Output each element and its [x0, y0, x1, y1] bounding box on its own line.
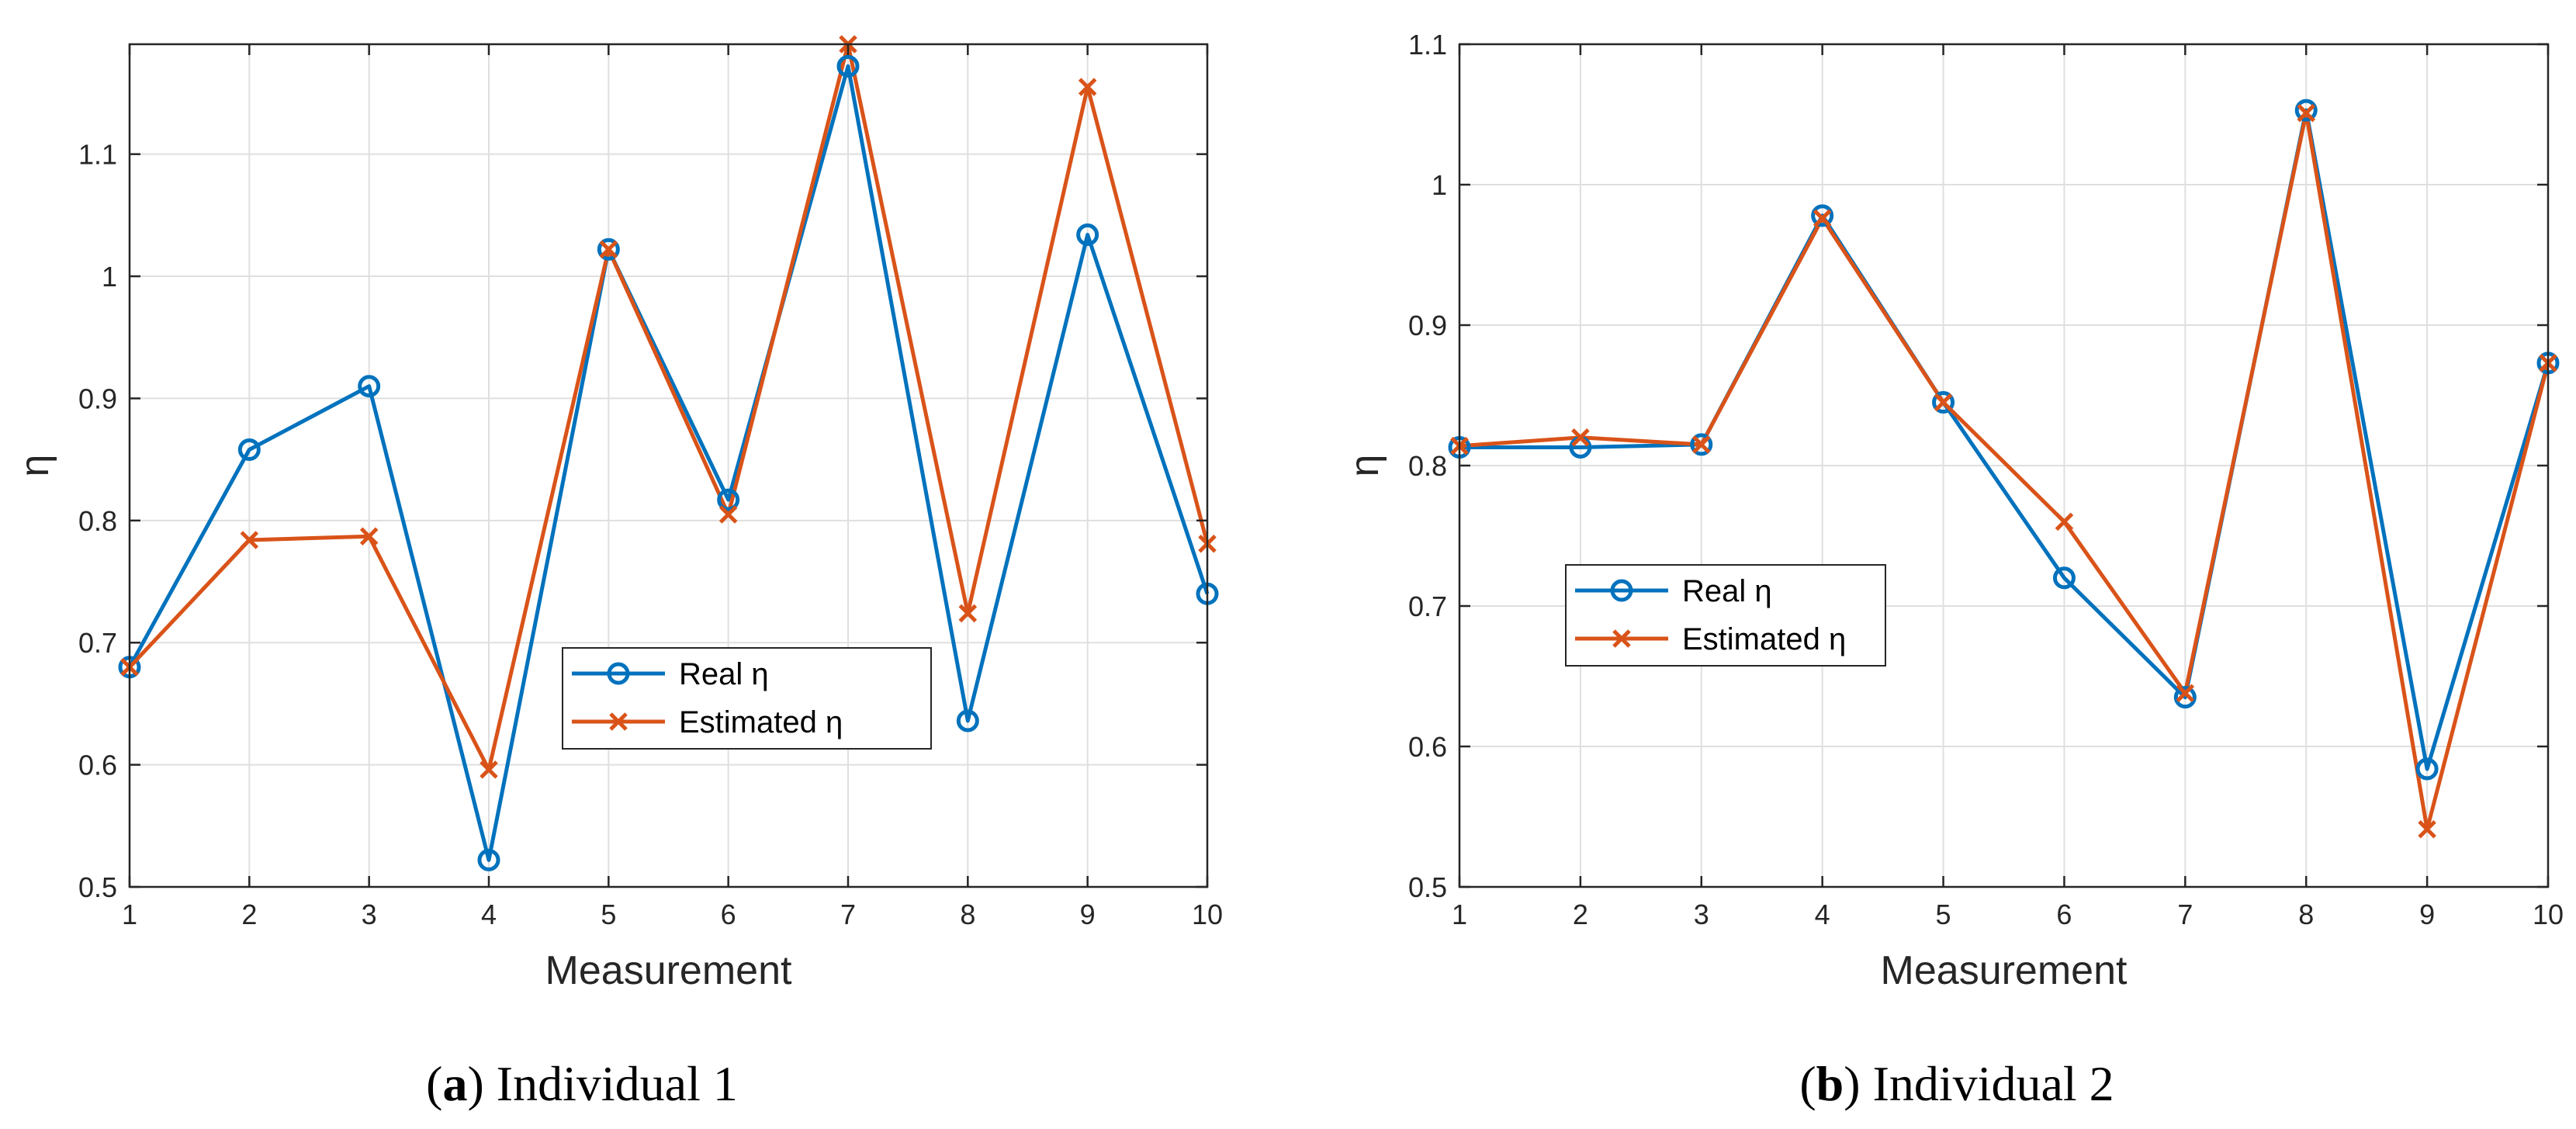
data-point-real: [2052, 566, 2076, 590]
legend-marker-estimated: [1612, 629, 1631, 648]
data-point-real: [2415, 757, 2439, 781]
series-line-real: [127, 64, 1210, 862]
series-line-real: [1459, 108, 2550, 771]
x-tick-label: 1: [122, 899, 137, 930]
caption-b-text: Individual 2: [1861, 1056, 2114, 1111]
data-point-estimated: [1078, 78, 1097, 96]
data-point-estimated: [359, 527, 379, 546]
data-point-real: [956, 709, 979, 732]
data-point-real: [477, 848, 500, 871]
data-point-estimated: [958, 604, 978, 623]
x-tick-label: 8: [2298, 899, 2314, 930]
legend-marker-real: [1610, 579, 1633, 602]
data-point-estimated: [1571, 428, 1590, 447]
axes-box: [128, 43, 1209, 888]
x-tick-label: 1: [1452, 899, 1467, 930]
data-point-estimated: [2418, 820, 2436, 839]
y-tick-label: 0.5: [1408, 871, 1447, 903]
x-tick-label: 8: [960, 899, 975, 930]
x-axis-title: Measurement: [545, 948, 792, 993]
data-point-estimated: [240, 531, 259, 549]
y-tick-label: 1.1: [1408, 29, 1447, 61]
x-tick-label: 10: [2533, 899, 2564, 930]
data-point-real: [2173, 686, 2197, 709]
data-point-real: [2294, 99, 2318, 122]
x-tick-label: 9: [1080, 899, 1096, 930]
legend-label-real: Real η: [679, 657, 769, 691]
x-tick-label: 4: [481, 899, 497, 930]
data-point-real: [358, 375, 381, 398]
plot-area: [130, 44, 1207, 887]
x-tick-label: 3: [362, 899, 377, 930]
caption-a-letter: a: [442, 1056, 467, 1111]
y-tick-label: 1.1: [78, 139, 117, 171]
legend-label-estimated: Estimated η: [679, 705, 843, 739]
y-tick-label: 0.6: [78, 750, 117, 781]
legend-marker-real: [607, 662, 630, 685]
data-point-real: [597, 237, 620, 261]
x-tick-label: 5: [601, 899, 616, 930]
data-point-real: [717, 488, 740, 511]
panel-a: 1 2 3 4 5 6 7 8 9 10 0.5 0.6 0.7 0.8 0.9 1 1.1 Measuremen…: [12, 35, 1223, 993]
x-tick-label: 2: [1573, 899, 1588, 930]
data-point-estimated: [2055, 512, 2074, 532]
y-tick-label: 0.6: [1408, 731, 1447, 763]
y-tick-label: 0.9: [1408, 310, 1447, 341]
data-point-real: [1932, 391, 1955, 414]
x-tick-label: 7: [2177, 899, 2193, 930]
y-tick-label: 0.8: [78, 505, 117, 537]
x-tick-label: 2: [241, 899, 257, 930]
x-tick-label: 6: [2056, 899, 2072, 930]
data-point-real: [1811, 204, 1834, 227]
legend-label-estimated: Estimated η: [1682, 622, 1846, 656]
caption-b: (b) Individual 2: [1799, 1056, 2114, 1111]
caption-a: (a) Individual 1: [426, 1056, 738, 1111]
data-point-estimated: [480, 760, 498, 779]
y-tick-label: 0.9: [78, 383, 117, 414]
y-tick-label: 0.7: [1408, 590, 1447, 622]
caption-b-letter: b: [1816, 1056, 1844, 1111]
data-point-estimated: [1934, 393, 1953, 412]
x-tick-label: 10: [1192, 899, 1223, 930]
data-point-real: [1076, 223, 1099, 247]
data-point-real: [836, 54, 860, 78]
legend-label-real: Real η: [1682, 574, 1772, 608]
series-line-estimated: [128, 42, 1210, 772]
panel-b: 1 2 3 4 5 6 7 8 9 10 0.5 0.6 0.7 0.8 0.9 1 1.1 Measuremen…: [1342, 29, 2564, 993]
y-axis-title: η: [12, 455, 57, 477]
data-point-estimated: [1813, 209, 1832, 228]
data-point-real: [237, 438, 261, 462]
y-tick-label: 1: [102, 261, 117, 293]
data-point-estimated: [2297, 103, 2315, 123]
x-tick-label: 6: [721, 899, 736, 930]
y-axis-title: η: [1342, 455, 1387, 477]
x-tick-label: 7: [840, 899, 856, 930]
data-point-real: [1690, 433, 1713, 456]
data-point-estimated: [599, 240, 618, 259]
legend: Real η Estimated η: [1565, 564, 1886, 667]
legend-marker-estimated: [609, 712, 628, 731]
y-tick-label: 0.5: [78, 871, 117, 903]
x-axis-title: Measurement: [1881, 948, 2128, 993]
y-tick-label: 1: [1432, 169, 1447, 201]
x-tick-label: 3: [1694, 899, 1709, 930]
caption-a-text: Individual 1: [484, 1056, 738, 1111]
series-line-estimated: [1459, 111, 2550, 832]
data-point-estimated: [2176, 684, 2195, 702]
y-tick-label: 0.7: [78, 627, 117, 659]
x-tick-label: 9: [2419, 899, 2435, 930]
x-tick-label: 5: [1936, 899, 1951, 930]
data-point-estimated: [1692, 435, 1711, 454]
data-point-estimated: [718, 505, 738, 524]
y-tick-label: 0.8: [1408, 450, 1447, 482]
legend: Real η Estimated η: [562, 647, 932, 750]
x-tick-label: 4: [1815, 899, 1830, 930]
